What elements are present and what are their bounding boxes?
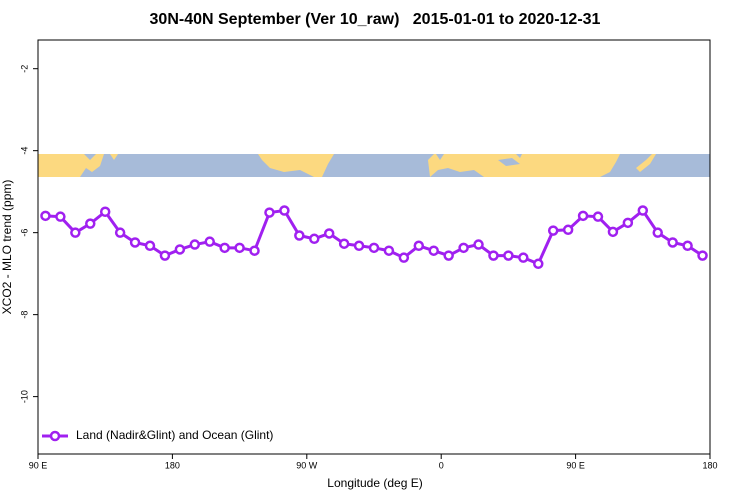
data-point (279, 205, 290, 216)
data-point (249, 245, 260, 256)
y-axis-label: XCO2 - MLO trend (ppm) (0, 180, 14, 315)
y-tick-label: -4 (19, 147, 29, 155)
plot-frame (37, 39, 711, 455)
data-point (413, 240, 425, 252)
data-point (533, 258, 544, 270)
y-tick-label: -8 (19, 311, 29, 319)
map-strip (38, 154, 710, 177)
data-point (503, 250, 514, 261)
data-point (488, 250, 499, 261)
data-point (85, 218, 96, 229)
data-point (114, 227, 126, 238)
data-point (129, 237, 141, 248)
data-point (264, 207, 275, 218)
data-point (99, 206, 111, 217)
data-point (682, 240, 693, 252)
data-point (473, 239, 484, 250)
data-point (443, 250, 454, 261)
data-point (219, 242, 230, 254)
x-axis-label: Longitude (deg E) (327, 476, 422, 490)
data-point (652, 227, 663, 238)
data-point (353, 240, 365, 252)
data-point (428, 245, 439, 256)
data-point (70, 227, 81, 238)
data-point (518, 252, 529, 263)
data-point (234, 242, 245, 254)
data-point (174, 244, 186, 255)
data-point (458, 242, 469, 254)
data-point (55, 211, 66, 222)
data-point (323, 228, 335, 239)
x-tick-label: 180 (165, 460, 180, 470)
data-point (368, 242, 380, 254)
x-tick-label: 90 E (566, 460, 585, 470)
data-point (159, 250, 171, 261)
data-point (189, 239, 201, 250)
legend-marker (49, 430, 61, 442)
x-tick-label: 90 E (29, 460, 48, 470)
x-tick-label: 180 (702, 460, 717, 470)
data-point (667, 237, 678, 248)
y-tick-label: -2 (19, 65, 29, 73)
y-tick-label: -10 (19, 390, 29, 403)
data-point (40, 210, 51, 222)
legend-label: Land (Nadir&Glint) and Ocean (Glint) (76, 428, 273, 442)
data-point (144, 240, 156, 252)
y-tick-label: -6 (19, 229, 29, 237)
data-point (607, 226, 619, 238)
x-tick-label: 90 W (296, 460, 318, 470)
data-point (637, 205, 649, 216)
series-line (45, 208, 704, 266)
data-point (562, 224, 574, 236)
data-point (309, 233, 320, 245)
data-point (383, 245, 395, 256)
data-point (592, 211, 604, 222)
data-point (547, 225, 559, 236)
x-tick-label: 0 (439, 460, 444, 470)
data-point (577, 210, 589, 222)
data-point (398, 252, 410, 263)
data-point (338, 238, 350, 249)
data-point (697, 250, 708, 261)
chart-title: 30N-40N September (Ver 10_raw) 2015-01-0… (150, 11, 601, 28)
data-point (204, 236, 215, 247)
data-point (622, 217, 634, 229)
data-point (294, 230, 305, 241)
